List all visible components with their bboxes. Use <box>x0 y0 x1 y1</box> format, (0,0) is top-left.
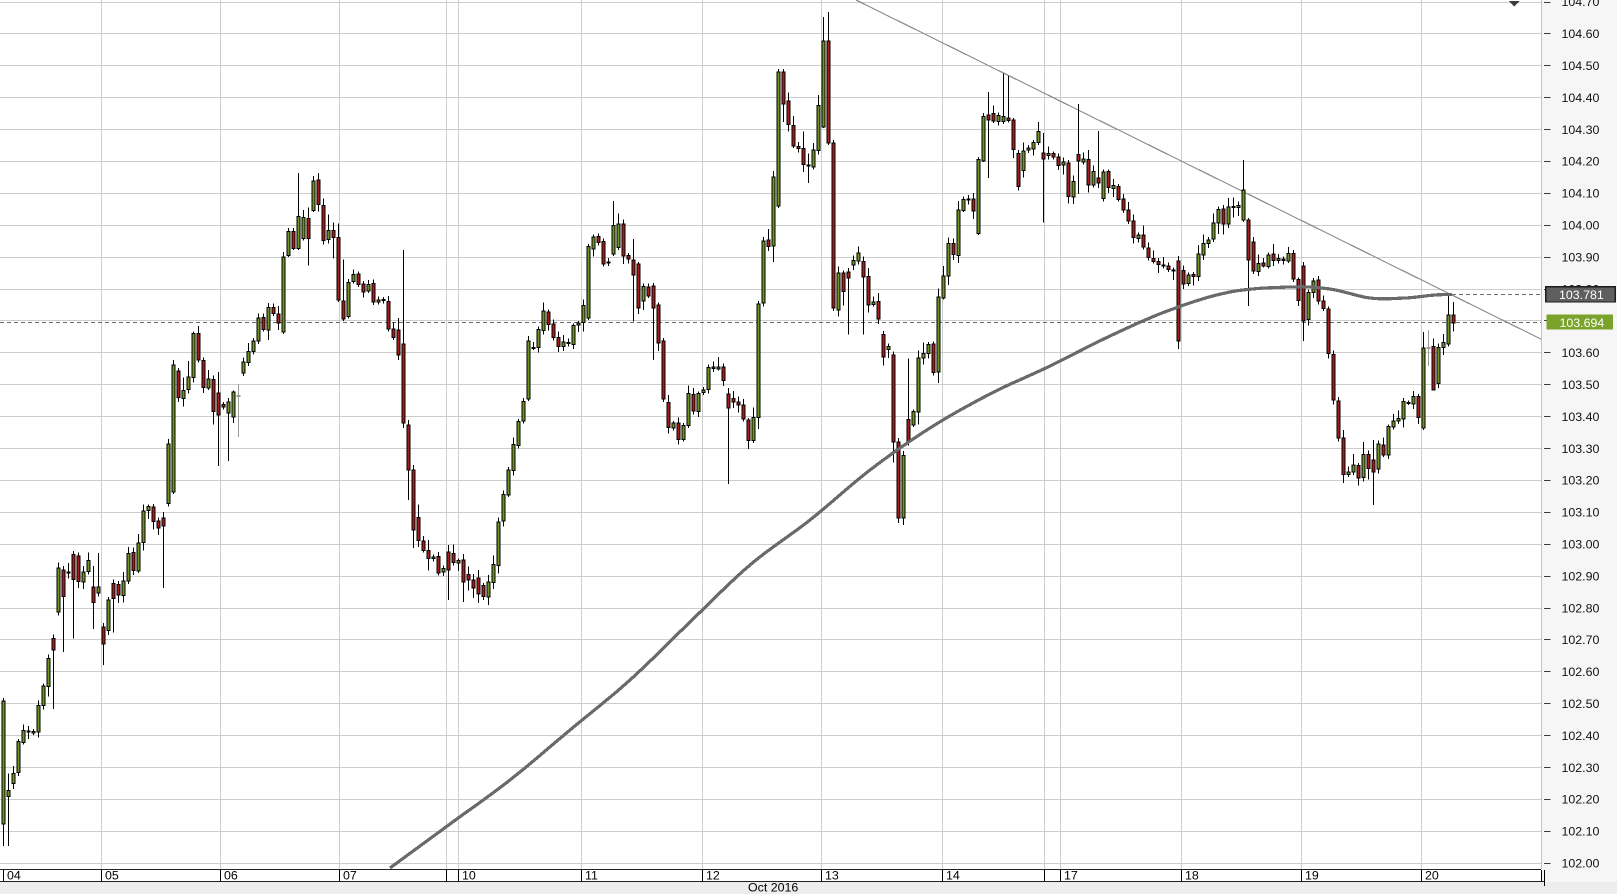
svg-text:103.20: 103.20 <box>1562 474 1600 488</box>
svg-text:104.40: 104.40 <box>1562 91 1600 105</box>
svg-text:06: 06 <box>224 869 238 883</box>
svg-text:104.50: 104.50 <box>1562 59 1600 73</box>
svg-text:102.40: 102.40 <box>1562 729 1600 743</box>
svg-text:104.60: 104.60 <box>1562 27 1600 41</box>
svg-text:Oct 2016: Oct 2016 <box>748 881 798 894</box>
svg-text:19: 19 <box>1305 869 1319 883</box>
svg-text:104.20: 104.20 <box>1562 155 1600 169</box>
svg-text:04: 04 <box>7 869 21 883</box>
svg-text:102.00: 102.00 <box>1562 857 1600 871</box>
svg-text:07: 07 <box>343 869 357 883</box>
svg-text:102.30: 102.30 <box>1562 761 1600 775</box>
svg-text:104.70: 104.70 <box>1562 0 1600 9</box>
svg-text:103.50: 103.50 <box>1562 378 1600 392</box>
svg-text:05: 05 <box>105 869 119 883</box>
svg-text:14: 14 <box>946 869 960 883</box>
svg-text:104.10: 104.10 <box>1562 187 1600 201</box>
svg-text:103.694: 103.694 <box>1560 316 1605 330</box>
svg-text:18: 18 <box>1185 869 1199 883</box>
svg-text:103.781: 103.781 <box>1559 288 1604 302</box>
svg-text:103.60: 103.60 <box>1562 346 1600 360</box>
svg-text:10: 10 <box>462 869 476 883</box>
svg-text:102.60: 102.60 <box>1562 665 1600 679</box>
svg-text:17: 17 <box>1064 869 1078 883</box>
svg-text:102.20: 102.20 <box>1562 793 1600 807</box>
svg-text:20: 20 <box>1425 869 1439 883</box>
svg-text:102.80: 102.80 <box>1562 601 1600 615</box>
svg-text:102.70: 102.70 <box>1562 633 1600 647</box>
svg-text:11: 11 <box>585 869 598 883</box>
svg-text:103.00: 103.00 <box>1562 538 1600 552</box>
svg-text:103.30: 103.30 <box>1562 442 1600 456</box>
svg-text:103.40: 103.40 <box>1562 410 1600 424</box>
svg-text:104.30: 104.30 <box>1562 123 1600 137</box>
svg-text:103.10: 103.10 <box>1562 506 1600 520</box>
svg-text:102.10: 102.10 <box>1562 825 1600 839</box>
svg-text:104.00: 104.00 <box>1562 219 1600 233</box>
svg-text:102.50: 102.50 <box>1562 697 1600 711</box>
svg-text:102.90: 102.90 <box>1562 569 1600 583</box>
svg-text:103.90: 103.90 <box>1562 250 1600 264</box>
svg-text:12: 12 <box>706 869 720 883</box>
svg-text:13: 13 <box>825 869 839 883</box>
